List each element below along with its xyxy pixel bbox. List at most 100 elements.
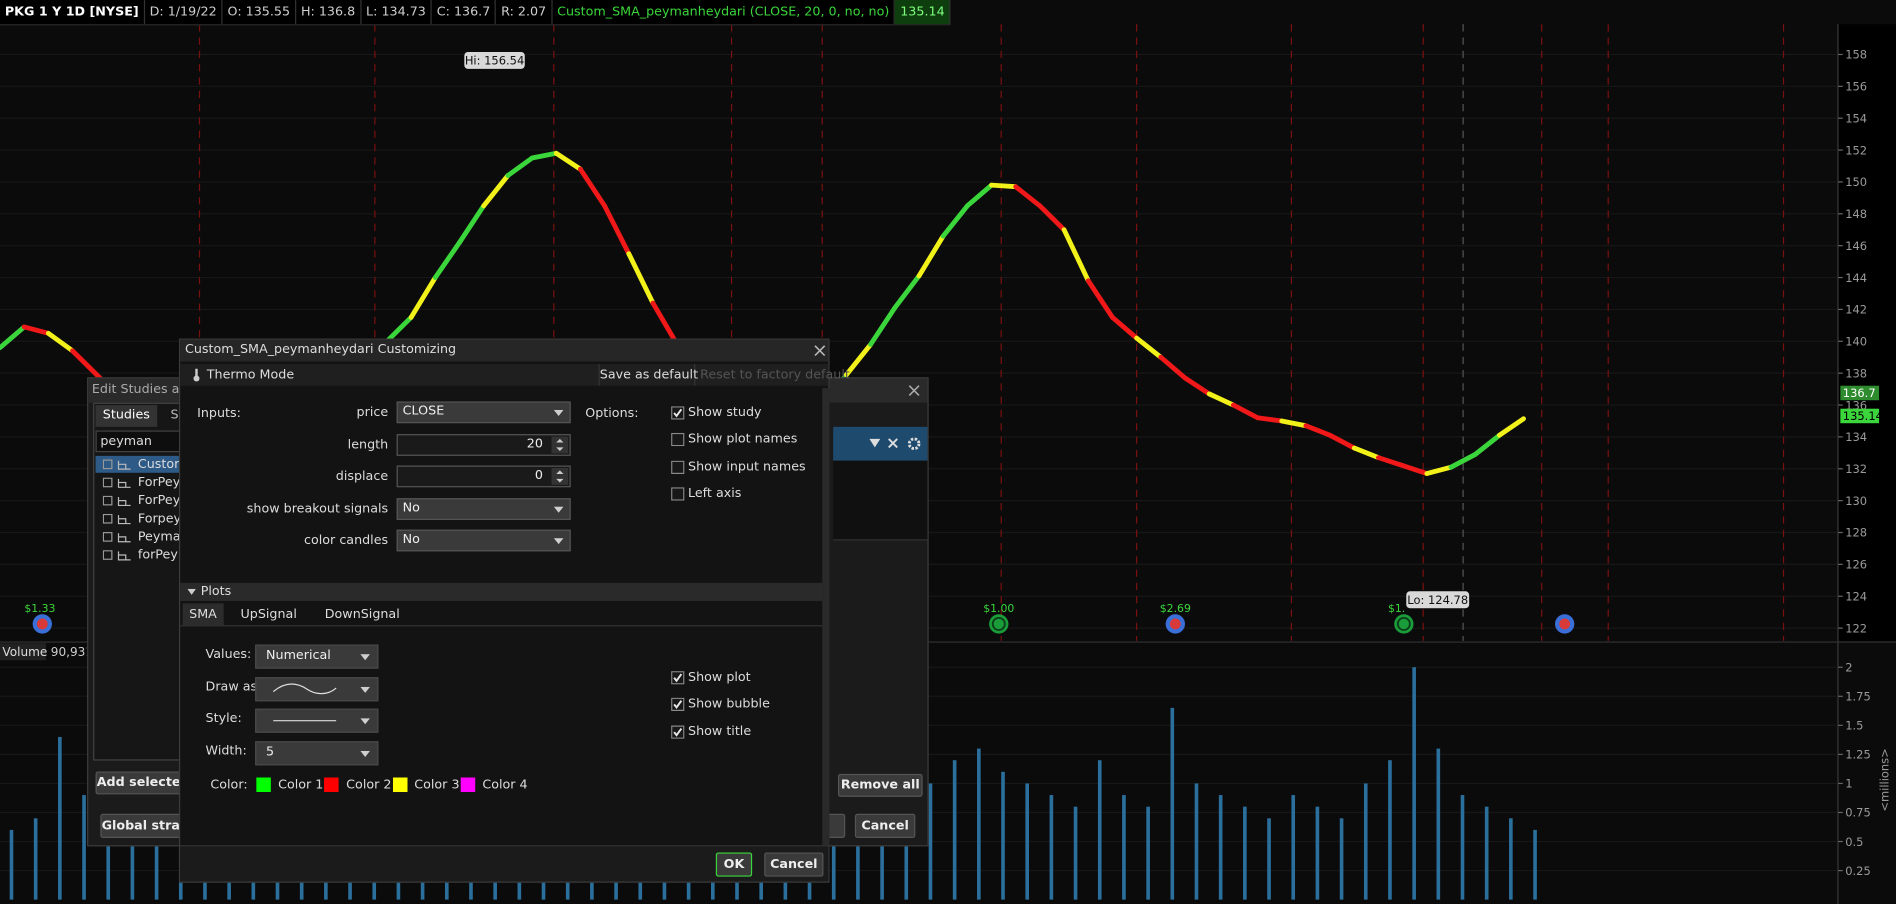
volume-bar [130, 841, 135, 900]
plot-tab[interactable]: UpSignal [240, 607, 297, 622]
expander [102, 477, 113, 488]
y-tick-label: 122 [1845, 621, 1867, 635]
dropdown[interactable]: Numerical [255, 644, 379, 669]
input-value: No [402, 499, 420, 515]
sma-segment [1134, 335, 1164, 360]
checkbox-tick [673, 700, 683, 710]
plot-option-label[interactable]: Show title [688, 723, 752, 739]
expander [102, 513, 113, 524]
dropdown-arrow [553, 538, 564, 545]
checkbox[interactable] [671, 433, 685, 447]
tab[interactable]: Studies [95, 405, 158, 427]
color-name: Color 4 [482, 777, 528, 793]
line-glyph [273, 720, 337, 722]
ohlc-field: L: 134.73 [361, 0, 432, 25]
dropdown[interactable] [255, 676, 379, 701]
plot-tab[interactable]: DownSignal [324, 607, 400, 622]
add-selected-button[interactable]: Add selected [95, 771, 190, 795]
plot-option-label[interactable]: Show plot [688, 669, 751, 685]
dividend-label: $1.00 [983, 602, 1014, 615]
expander [102, 495, 113, 506]
dropdown[interactable]: 5 [255, 741, 379, 766]
checkbox[interactable] [671, 460, 685, 474]
study-glyph [117, 533, 131, 543]
dropdown[interactable] [255, 709, 379, 734]
color-swatch[interactable] [256, 777, 271, 793]
volume-bar [82, 795, 86, 900]
dropdown-arrow [360, 718, 371, 725]
volume-bar [952, 760, 957, 900]
checkbox[interactable] [671, 725, 685, 739]
tree-icon [102, 532, 131, 543]
study-item[interactable]: ForPeym [137, 493, 193, 508]
sma-segment [1472, 432, 1502, 457]
expander [102, 532, 113, 542]
y-tick-label: 152 [1845, 143, 1867, 157]
input-value: CLOSE [402, 403, 445, 419]
option-label[interactable]: Show plot names [688, 432, 798, 447]
plot-option-label[interactable]: Show bubble [688, 696, 770, 712]
dropdown[interactable]: No [396, 497, 571, 520]
y-tick-label: 138 [1845, 366, 1867, 380]
cancel-button[interactable]: Cancel [764, 852, 824, 877]
sma-segment [916, 233, 946, 279]
dropdown[interactable]: No [396, 529, 571, 552]
arrow-shape [360, 718, 371, 725]
sma-segment [964, 182, 994, 209]
sma-segment [844, 342, 874, 378]
checkbox-box [671, 487, 685, 501]
event-icon-core [1559, 618, 1571, 630]
study-glyph [117, 460, 131, 470]
volume-bar [58, 736, 62, 900]
number-input[interactable]: 0 [396, 465, 571, 488]
search-box[interactable]: peyman [95, 430, 183, 453]
study-item[interactable]: forPeym [137, 547, 191, 563]
cancel-button[interactable]: Cancel [854, 813, 916, 838]
dividend-label: $1.33 [24, 602, 55, 615]
checkbox[interactable] [671, 406, 685, 420]
volume-bar [880, 795, 884, 900]
color-swatch[interactable] [392, 777, 408, 793]
close-x [908, 385, 920, 396]
remove-all-button[interactable]: Remove all [837, 773, 923, 797]
close-icon [908, 385, 920, 396]
thermo-mode[interactable]: Thermo Mode [206, 367, 295, 383]
dropdown[interactable]: CLOSE [396, 401, 571, 424]
study-item[interactable]: Peyman [137, 529, 189, 545]
checkbox[interactable] [671, 698, 685, 712]
volume-bar [154, 818, 159, 900]
volume-bar [1436, 748, 1441, 900]
low-label: Lo: 124.78 [1407, 593, 1468, 607]
y-tick-label: 126 [1845, 558, 1867, 572]
y-tick-label: 124 [1845, 589, 1867, 603]
sma-segment [577, 166, 608, 209]
volume-bar [1388, 760, 1392, 900]
dividend-label: $2.69 [1160, 602, 1191, 615]
checkbox[interactable] [671, 487, 685, 501]
ok-button[interactable]: OK [715, 852, 753, 877]
option-label[interactable]: Show study [688, 405, 762, 420]
tree-icon [102, 550, 131, 561]
global-strategy-button[interactable]: Global strate [100, 813, 195, 838]
checkbox[interactable] [671, 671, 685, 685]
volume-bar [1484, 806, 1489, 900]
spinner [551, 435, 569, 453]
sma-segment [384, 314, 414, 344]
volume-bar [831, 795, 836, 900]
study-item[interactable]: ForPeym [137, 475, 193, 490]
save-default[interactable]: Save as default [598, 363, 698, 386]
number-input[interactable]: 20 [396, 433, 571, 456]
option-label[interactable]: Left axis [688, 485, 742, 501]
color-swatch[interactable] [460, 777, 476, 793]
toolbar-icons [869, 437, 921, 451]
y-tick-label: 128 [1845, 526, 1867, 540]
option-label[interactable]: Show input names [688, 458, 806, 474]
spinner-bg [551, 467, 569, 485]
volume-bar [1122, 795, 1126, 900]
thermometer-icon [193, 368, 200, 382]
price-bubble [1840, 385, 1880, 401]
color-swatch[interactable] [324, 777, 339, 793]
arrow-shape [360, 751, 371, 758]
plot-tab[interactable]: SMA [182, 603, 224, 626]
